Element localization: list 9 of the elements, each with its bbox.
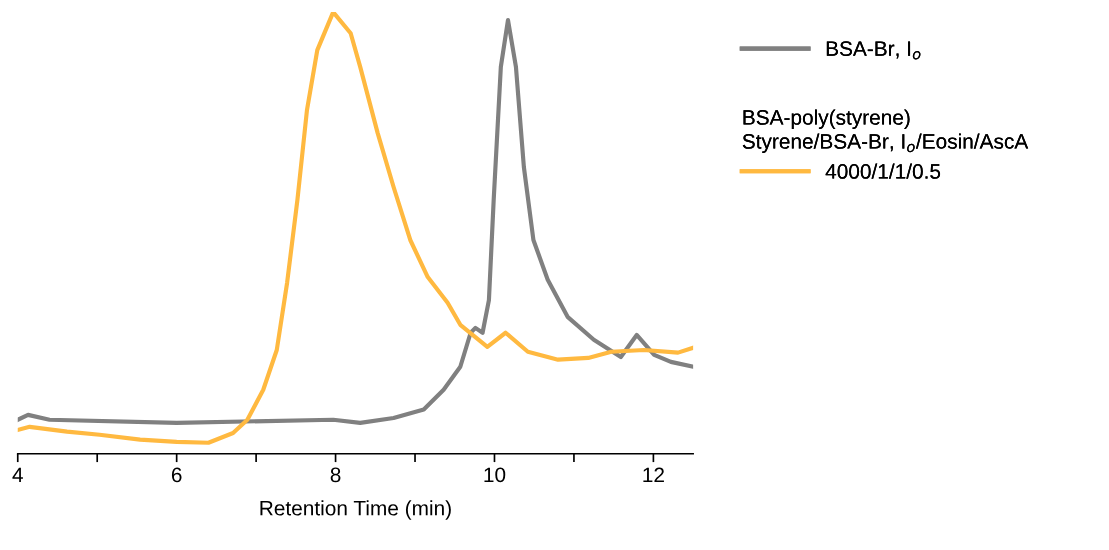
legend-label: BSA-Br, I$_{o}$ [826,41,921,60]
x-tick-label: 10 [484,467,506,483]
x-axis-title: Retention Time (min) [260,500,451,520]
x-tick-label: 4 [12,467,23,483]
text: BSA-poly(styrene) Styrene/BSA-Br, I$_{o}$/Eosin/AscA [742,109,1029,153]
x-tick-label: 8 [330,467,341,483]
legend-label: 4000/1/1/0.5 [825,163,941,179]
x-tick-label: 6 [171,467,182,483]
x-tick-label: 12 [643,467,664,483]
